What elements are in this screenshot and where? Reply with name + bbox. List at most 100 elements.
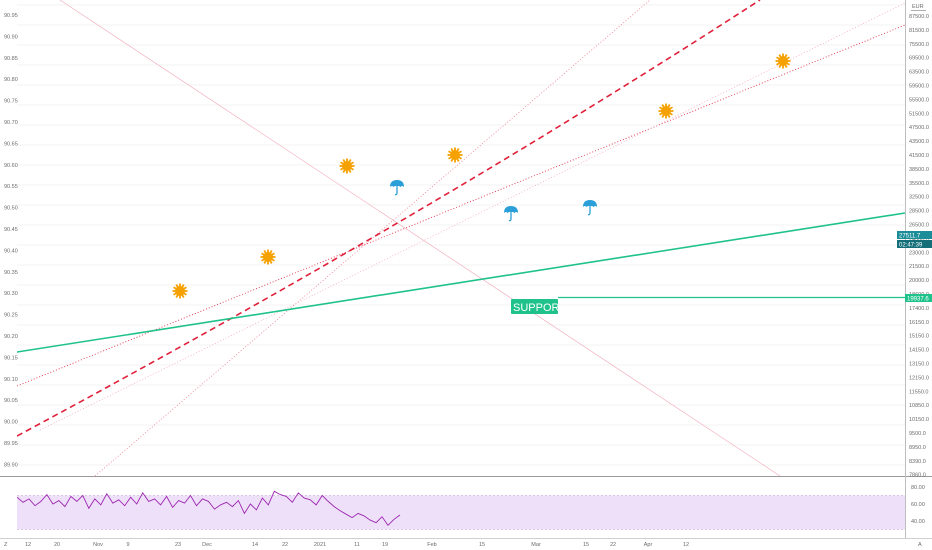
current-price-label: 27511.7	[899, 234, 921, 240]
sun-icon	[260, 249, 276, 265]
x-axis-tick: 22	[282, 542, 288, 548]
left-axis-tick: 90.90	[4, 34, 18, 40]
right-axis-tick: 12150.0	[909, 375, 929, 381]
x-axis-tick: Mar	[531, 542, 541, 548]
right-axis-tick: 55500.0	[909, 97, 929, 103]
left-axis-tick: 90.25	[4, 313, 18, 319]
sun-icon	[658, 103, 674, 119]
currency-label: EUR	[912, 4, 924, 10]
right-axis-tick: 63500.0	[909, 70, 929, 76]
left-axis-tick: 90.75	[4, 99, 18, 105]
right-axis-tick: 28500.0	[909, 209, 929, 215]
right-axis-tick: 10850.0	[909, 403, 929, 409]
umbrella-icon	[390, 180, 404, 196]
left-axis-tick: 90.45	[4, 227, 18, 233]
rsi-axis-tick: 60.00	[911, 502, 925, 508]
right-axis-tick: 8390.0	[909, 459, 926, 465]
right-axis-tick: 14150.0	[909, 348, 929, 354]
right-axis-tick: 26500.0	[909, 223, 929, 229]
right-axis-tick: 87500.0	[909, 14, 929, 20]
sun-icon	[172, 283, 188, 299]
left-axis-tick: 90.05	[4, 398, 18, 404]
left-axis-tick: 90.80	[4, 77, 18, 83]
left-axis-tick: 90.30	[4, 291, 18, 297]
left-axis-tick: 90.60	[4, 163, 18, 169]
x-axis-tick: 14	[252, 542, 258, 548]
left-axis-tick: 90.20	[4, 334, 18, 340]
left-axis-tick: 90.15	[4, 355, 18, 361]
x-axis-tick: 15	[479, 542, 485, 548]
x-axis-tick: Apr	[644, 542, 653, 548]
right-axis-tick: 11550.0	[909, 389, 928, 395]
left-axis-tick: 90.65	[4, 141, 18, 147]
x-axis-tick: 12	[25, 542, 31, 548]
left-axis-tick: 90.85	[4, 56, 18, 62]
descending-diagonal-line	[59, 0, 781, 476]
rsi-axis-tick: 40.00	[911, 519, 925, 525]
right-axis-tick: 81500.0	[909, 28, 929, 34]
right-axis-tick: 9500.0	[909, 431, 926, 437]
time-badge	[897, 240, 932, 248]
right-axis-tick: 15150.0	[909, 334, 929, 340]
left-axis-tick: 89.90	[4, 462, 18, 468]
right-axis-tick: 41500.0	[909, 153, 929, 159]
x-axis-tick: 19	[382, 542, 388, 548]
sun-icon	[339, 158, 355, 174]
sun-icon	[775, 53, 791, 69]
x-axis-tick: 2021	[314, 542, 326, 548]
right-axis-tick: 20000.0	[909, 278, 929, 284]
left-axis-tick: 90.35	[4, 270, 18, 276]
left-axis-tick: 89.95	[4, 441, 18, 447]
left-axis-tick: 90.70	[4, 120, 18, 126]
x-axis-tick: 20	[54, 542, 60, 548]
right-axis-tick: 51500.0	[909, 111, 929, 117]
support-label-box[interactable]	[511, 299, 558, 314]
right-axis-tick: 23000.0	[909, 250, 929, 256]
rsi-series	[17, 490, 401, 526]
x-axis-tick: 9	[126, 542, 129, 548]
right-axis-tick: 43500.0	[909, 139, 929, 145]
left-axis-tick: 90.50	[4, 206, 18, 212]
right-axis-tick: 21500.0	[909, 264, 929, 270]
left-axis-tick: 90.40	[4, 248, 18, 254]
parabolic-trend-line	[17, 0, 761, 437]
right-axis-tick: 32500.0	[909, 195, 929, 201]
left-axis-tick: 90.10	[4, 377, 18, 383]
right-axis-tick: 38500.0	[909, 167, 929, 173]
left-axis-tick: 90.55	[4, 184, 18, 190]
x-axis-tick: 11	[354, 542, 360, 548]
right-axis-tick: 59500.0	[909, 84, 929, 90]
right-axis-tick: 7860.0	[909, 473, 926, 479]
umbrella-icon	[583, 200, 597, 216]
x-axis-tick: 22	[610, 542, 616, 548]
x-axis-tick: Nov	[93, 542, 103, 548]
auto-scale-icon[interactable]: A	[918, 542, 922, 548]
right-axis-tick: 75500.0	[909, 42, 929, 48]
right-axis-tick: 24500.0	[909, 236, 929, 242]
steep-channel-line	[94, 0, 651, 476]
right-axis-tick: 35500.0	[909, 181, 929, 187]
support-price-badge	[905, 294, 932, 302]
sun-icon	[447, 147, 463, 163]
timezone-icon[interactable]: Z	[4, 542, 8, 548]
upper-channel-line	[17, 24, 905, 387]
rsi-band	[17, 495, 905, 530]
right-axis-tick: 8950.0	[909, 445, 926, 451]
right-axis-tick: 10150.0	[909, 417, 929, 423]
left-axis-tick: 90.00	[4, 420, 18, 426]
x-axis-tick: Feb	[427, 542, 436, 548]
right-axis-tick: 17400.0	[909, 306, 929, 312]
right-axis-tick: 47500.0	[909, 125, 929, 131]
right-axis-tick: 16150.0	[909, 320, 929, 326]
current-price-badge	[897, 231, 932, 239]
right-axis-tick: 69500.0	[909, 56, 929, 62]
rsi-axis-tick: 80.00	[911, 485, 925, 491]
umbrella-icon	[504, 206, 518, 222]
left-axis-tick: 90.95	[4, 13, 18, 19]
long-term-support-line	[17, 212, 905, 353]
main-pane[interactable]	[17, 0, 905, 476]
support-label: SUPPORT	[513, 302, 566, 314]
support-price-label: 19937.6	[907, 297, 929, 303]
x-axis-tick: 12	[683, 542, 689, 548]
